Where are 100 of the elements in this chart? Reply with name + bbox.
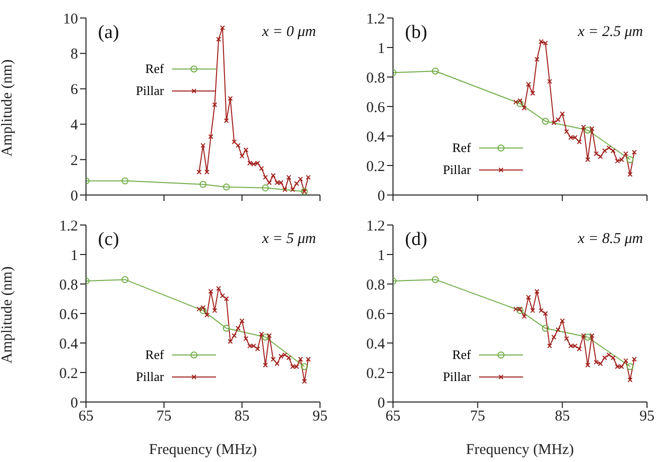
point <box>228 339 233 344</box>
annotation: x = 8.5 μm <box>578 231 643 248</box>
annotation: x = 2.5 μm <box>578 24 643 41</box>
y-tick-label: 0.6 <box>366 100 386 116</box>
point <box>556 327 561 332</box>
point <box>585 157 590 162</box>
y-tick-label: 0 <box>70 395 78 412</box>
point <box>240 318 244 324</box>
point <box>255 346 260 352</box>
y-tick-label: 0.2 <box>59 366 78 382</box>
point <box>547 343 552 348</box>
y-tick-label: 1 <box>70 248 78 264</box>
legend-label: Pillar <box>136 369 164 385</box>
y-tick-label: 0.8 <box>366 277 385 294</box>
point <box>232 139 237 144</box>
point <box>526 82 531 87</box>
y-tick-label: 0 <box>378 395 385 412</box>
annotation: (a) <box>98 22 120 44</box>
point <box>200 305 206 310</box>
point <box>581 333 586 338</box>
point <box>534 56 540 62</box>
point <box>266 333 272 338</box>
point <box>594 360 599 365</box>
legend-label: Ref <box>452 140 471 156</box>
point <box>212 102 218 108</box>
point <box>432 276 439 284</box>
point <box>290 187 296 192</box>
y-tick-label: 0.2 <box>366 158 385 175</box>
annotation: (b) <box>405 22 428 44</box>
point <box>526 294 531 300</box>
y-tick-label: 0.4 <box>366 129 386 146</box>
y-axis-title: Amplitude (nm) <box>0 59 16 156</box>
point <box>534 288 540 294</box>
point <box>251 162 256 167</box>
y-tick-label: 0 <box>378 188 385 204</box>
y-tick-label: 0.4 <box>366 336 386 352</box>
legend-label: Ref <box>452 347 471 363</box>
point <box>262 174 268 180</box>
point <box>542 311 548 316</box>
x-tick-label: 75 <box>470 408 486 425</box>
point <box>216 286 222 291</box>
y-axis-title: Amplitude (nm) <box>0 266 16 364</box>
y-tick-label: 1 <box>378 248 385 264</box>
y-tick-label: 0.4 <box>59 336 78 352</box>
point <box>294 180 300 186</box>
point <box>628 377 633 382</box>
point <box>122 276 128 284</box>
point <box>262 334 269 341</box>
point <box>560 111 565 116</box>
point <box>598 154 603 160</box>
point <box>216 36 222 42</box>
point <box>538 39 544 44</box>
y-tick-label: 1.2 <box>366 11 385 28</box>
point <box>589 126 594 132</box>
x-tick-label: 65 <box>386 408 400 425</box>
point <box>530 308 536 314</box>
x-tick-label: 85 <box>554 408 570 425</box>
y-tick-label: 4 <box>70 118 78 134</box>
x-axis-title: Frequency (MHz) <box>466 442 574 458</box>
point <box>522 105 527 110</box>
point <box>222 184 230 191</box>
y-tick-label: 1 <box>378 40 385 57</box>
legend-label: Ref <box>145 61 164 77</box>
point <box>232 333 237 338</box>
point <box>270 173 276 178</box>
annotation: x = 5 μm <box>262 231 316 248</box>
point <box>522 314 527 319</box>
point <box>236 142 241 148</box>
point <box>516 100 524 108</box>
point <box>278 180 284 186</box>
point <box>251 343 256 348</box>
point <box>542 40 548 46</box>
point <box>262 184 269 192</box>
point <box>236 326 241 331</box>
annotation: x = 0 μm <box>262 24 316 41</box>
point <box>240 154 244 159</box>
point <box>200 307 206 314</box>
point <box>551 334 556 340</box>
point <box>298 356 303 362</box>
point <box>274 180 280 186</box>
point <box>542 324 549 332</box>
point <box>564 129 570 134</box>
point <box>122 177 128 184</box>
legend-label: Ref <box>145 347 164 363</box>
point <box>576 139 582 144</box>
y-tick-label: 2 <box>70 152 78 169</box>
point <box>584 334 592 341</box>
point <box>560 318 565 324</box>
legend-label: Pillar <box>136 83 164 99</box>
annotation: (d) <box>405 229 428 251</box>
legend-label: Pillar <box>442 162 471 178</box>
point <box>286 174 292 180</box>
point <box>585 362 590 368</box>
y-tick-label: 0.6 <box>366 306 386 323</box>
point <box>208 288 214 294</box>
point <box>626 363 634 370</box>
point <box>266 180 272 186</box>
point <box>220 293 225 298</box>
point <box>602 148 608 154</box>
y-tick-label: 0.6 <box>59 306 78 323</box>
